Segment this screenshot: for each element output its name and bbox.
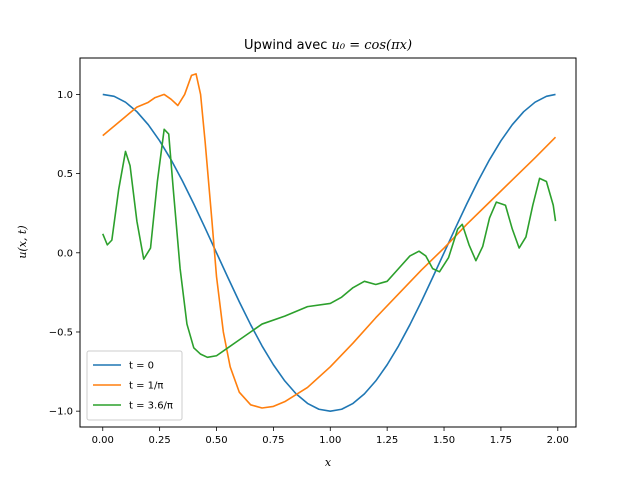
x-axis-ticks: 0.00 0.25 0.50 0.75 1.00 1.25 1.50 1.75 2.00 bbox=[92, 427, 569, 446]
legend: t = 0 t = 1/π t = 3.6/π bbox=[86, 350, 183, 421]
x-axis-label: x bbox=[325, 456, 332, 469]
series-line-0 bbox=[102, 93, 556, 412]
chart-title-prefix: Upwind avec bbox=[244, 38, 332, 53]
plot-frame bbox=[79, 57, 577, 428]
x-tick-label: 0.50 bbox=[205, 435, 227, 446]
x-tick-label: 1.50 bbox=[433, 435, 455, 446]
legend-label: t = 0 bbox=[129, 361, 154, 372]
x-tick-label: 1.00 bbox=[319, 435, 341, 446]
chart-title-math: u₀ = cos(πx) bbox=[332, 38, 413, 53]
y-tick-label: −1.0 bbox=[49, 407, 73, 418]
chart-title: Upwind avec u₀ = cos(πx) bbox=[244, 38, 412, 53]
y-tick-label: 1.0 bbox=[57, 90, 73, 101]
y-tick-label: −0.5 bbox=[49, 327, 73, 338]
x-tick-label: 1.25 bbox=[376, 435, 398, 446]
y-axis-ticks: −1.0 −0.5 0.0 0.5 1.0 bbox=[49, 90, 80, 418]
y-axis-label: u(x, t) bbox=[16, 225, 29, 258]
x-tick-label: 0.75 bbox=[262, 435, 284, 446]
legend-box bbox=[86, 350, 183, 421]
y-tick-label: 0.5 bbox=[57, 169, 73, 180]
x-tick-label: 0.25 bbox=[149, 435, 171, 446]
legend-label: t = 3.6/π bbox=[129, 401, 173, 412]
x-tick-label: 1.75 bbox=[490, 435, 512, 446]
y-tick-label: 0.0 bbox=[57, 248, 73, 259]
series-line-2 bbox=[102, 128, 557, 359]
legend-label: t = 1/π bbox=[129, 381, 163, 392]
plot-lines bbox=[102, 73, 557, 412]
x-tick-label: 0.00 bbox=[92, 435, 114, 446]
x-tick-label: 2.00 bbox=[547, 435, 569, 446]
